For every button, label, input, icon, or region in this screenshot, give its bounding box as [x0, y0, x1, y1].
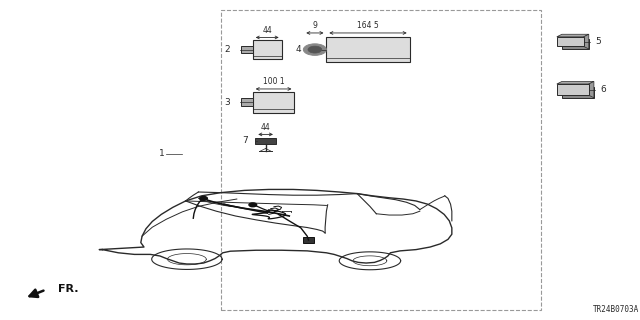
Text: 44: 44 — [262, 26, 272, 35]
Bar — [562, 39, 589, 49]
Polygon shape — [589, 82, 594, 98]
Text: TR24B0703A: TR24B0703A — [593, 305, 639, 314]
Bar — [562, 86, 594, 98]
Text: 1: 1 — [159, 149, 165, 158]
Text: 4: 4 — [295, 45, 301, 54]
Bar — [303, 237, 314, 243]
Bar — [241, 46, 253, 53]
Bar — [255, 138, 276, 144]
Bar — [253, 92, 294, 113]
Circle shape — [303, 44, 326, 55]
Polygon shape — [557, 34, 589, 37]
Bar — [221, 10, 541, 310]
Text: 44: 44 — [260, 124, 271, 132]
Bar — [557, 37, 584, 46]
Circle shape — [249, 203, 257, 207]
Text: 100 1: 100 1 — [263, 77, 284, 86]
Text: 5: 5 — [595, 37, 601, 46]
Polygon shape — [584, 34, 589, 49]
Text: 3: 3 — [225, 98, 230, 107]
Text: 9: 9 — [312, 21, 317, 30]
Text: 2: 2 — [225, 45, 230, 54]
Bar — [326, 37, 410, 62]
Circle shape — [200, 196, 207, 200]
Text: 164 5: 164 5 — [357, 21, 379, 30]
Circle shape — [308, 46, 322, 53]
Text: 7: 7 — [242, 136, 248, 145]
Text: 6: 6 — [600, 85, 606, 94]
Bar — [241, 98, 253, 106]
Bar — [557, 84, 589, 95]
Polygon shape — [557, 82, 594, 84]
Bar — [253, 40, 282, 59]
Text: FR.: FR. — [58, 284, 78, 294]
